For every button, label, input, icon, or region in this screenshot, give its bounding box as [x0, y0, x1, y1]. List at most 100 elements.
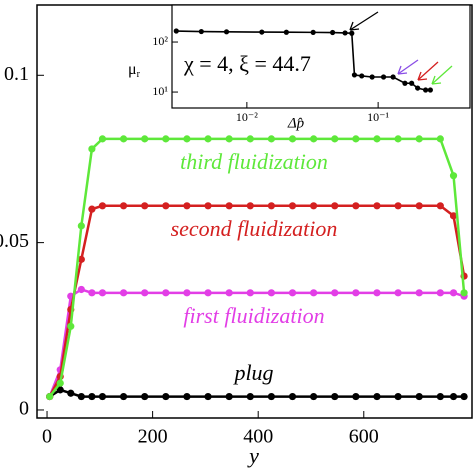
series-point [373, 202, 381, 210]
x-tick-label: 600 [349, 426, 379, 448]
series-point [56, 386, 64, 394]
series-point [436, 392, 444, 401]
inset-point [380, 74, 387, 80]
x-tick-label: 0 [42, 426, 52, 448]
series-point [415, 289, 423, 297]
series-point [119, 135, 128, 143]
series-point [331, 392, 339, 401]
series-point [119, 289, 128, 297]
series-point [352, 289, 360, 297]
arrow [397, 59, 419, 75]
inset-point [198, 28, 204, 35]
series-point [436, 202, 444, 210]
series-point [288, 392, 297, 401]
series-point [119, 202, 128, 210]
x-axis-label: y [247, 443, 259, 468]
series-point [352, 392, 360, 401]
series-line [49, 388, 465, 398]
inset-point [349, 30, 355, 36]
series-point [56, 379, 64, 387]
inset-point [415, 85, 421, 91]
series-point [98, 135, 107, 143]
series-point [373, 392, 381, 401]
inset-point [330, 29, 336, 36]
series-point [162, 392, 170, 401]
series-point [288, 135, 297, 143]
series-point [373, 135, 381, 143]
series-point [310, 135, 318, 143]
inset-point [223, 29, 230, 35]
series-point [394, 135, 402, 143]
series-point [415, 135, 423, 143]
series-point [141, 202, 149, 210]
inset-x-tick-label: 10⁻² [236, 110, 258, 124]
series-point [394, 289, 402, 297]
inset-point [369, 74, 375, 80]
series-label: third fluidization [180, 149, 328, 174]
series-label: first fluidization [183, 303, 324, 328]
series-point [352, 202, 360, 210]
y-tick-label: 0.05 [0, 230, 29, 252]
series-point [141, 289, 149, 297]
inset-y-tick-label: 10² [152, 34, 168, 48]
inset-point [359, 73, 365, 79]
series-point [373, 289, 381, 297]
inset-y-label-main: μ [128, 61, 137, 78]
inset-point [310, 29, 316, 35]
series-point [204, 135, 212, 143]
series-point [225, 135, 233, 143]
series-point [98, 392, 107, 401]
series-point [267, 392, 275, 401]
arrow-head [397, 65, 408, 75]
arrow [349, 11, 379, 31]
arrow [417, 61, 439, 81]
series-point [288, 202, 297, 210]
series-point [415, 392, 423, 401]
series-point [310, 289, 318, 297]
series-point [88, 392, 96, 401]
inset-point [402, 80, 408, 86]
series-point [88, 289, 96, 297]
series-point [394, 392, 402, 401]
x-tick-label: 200 [138, 426, 168, 448]
series-point [204, 392, 212, 401]
series-point [141, 135, 149, 143]
inset-point [342, 30, 348, 36]
series-point [183, 135, 191, 143]
series-point [310, 392, 318, 401]
inset-frame [171, 4, 471, 109]
inset-y-label: μr [128, 61, 141, 81]
arrow-head [417, 71, 428, 81]
inset-annotation: χ = 4, ξ = 44.7 [183, 51, 311, 76]
inset-point [351, 72, 358, 78]
series-label: second fluidization [171, 216, 338, 241]
inset-arrows [349, 11, 453, 85]
series-point [67, 322, 75, 330]
series-point [88, 205, 96, 213]
series-point [67, 389, 75, 397]
series-point [352, 135, 360, 143]
series-point [162, 289, 170, 297]
series-point [246, 289, 254, 297]
series-point [119, 392, 128, 401]
series-point [267, 289, 275, 297]
arrow [431, 65, 453, 85]
series-point [436, 135, 444, 143]
series-point [77, 392, 85, 401]
inset-point [427, 87, 433, 93]
series-point [310, 202, 318, 210]
series-point [46, 392, 54, 401]
series-point [183, 202, 191, 210]
series-point [225, 202, 233, 210]
series-point [162, 202, 170, 210]
series-point [162, 135, 170, 143]
inset-point [173, 28, 179, 34]
arrow-head [349, 21, 360, 31]
inset-point [390, 74, 396, 80]
series-point [449, 392, 458, 401]
series-point [141, 392, 149, 401]
series-point [267, 202, 275, 210]
series-point [246, 202, 254, 210]
series-point [394, 202, 402, 210]
